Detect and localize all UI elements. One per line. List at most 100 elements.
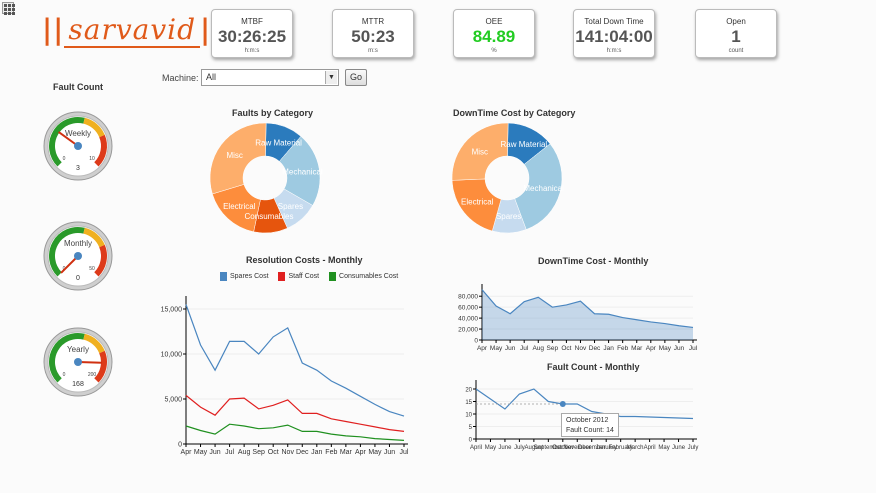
brand-logo: ||sarvavid||: [42, 13, 222, 48]
x-tick-label: Mar: [340, 449, 353, 456]
kpi-unit: m:s: [368, 48, 378, 54]
legend-item-consumables[interactable]: Consumables Cost: [329, 272, 398, 281]
kpi-unit: h:m:s: [244, 48, 260, 54]
gauge-yearly: Yearly 0 200 168: [43, 327, 113, 397]
pie-slice: [279, 135, 321, 206]
series-line: [475, 388, 694, 420]
x-tick-label: July: [514, 445, 525, 451]
kpi-card-total-down-time: Total Down Time 141:04:00 h:m:s: [573, 9, 655, 58]
y-tick-label: 15,000: [161, 307, 183, 314]
y-tick-label: 80,000: [458, 294, 478, 301]
x-tick-label: Apr: [181, 449, 193, 456]
x-tick-label: Aug: [238, 449, 251, 456]
x-tick-label: Sep: [252, 449, 265, 456]
y-tick-label: 40,000: [458, 316, 478, 323]
kpi-card-open: Open 1 count: [695, 9, 777, 58]
x-tick-label: Sep: [547, 345, 559, 352]
faults-by-category-chart: Raw Material Mechanical SparesConsumablesE…: [210, 122, 323, 234]
x-tick-label: May: [658, 445, 669, 451]
x-tick-label: May: [659, 345, 672, 352]
x-tick-label: September: [534, 445, 563, 451]
pie-label: Spares: [278, 202, 303, 211]
resolution-costs-title: Resolution Costs - Monthly: [246, 255, 363, 265]
gauge-band: [83, 333, 105, 354]
x-tick-label: May: [368, 449, 382, 456]
series-line: [185, 304, 405, 417]
gauge-needle: [60, 255, 79, 274]
pie-label: Raw Material: [501, 140, 548, 149]
gauge-band: [94, 134, 107, 167]
y-tick-label: 20,000: [458, 327, 478, 334]
kpi-unit: %: [491, 48, 497, 54]
machine-label: Machine:: [162, 73, 199, 83]
downtime-cost-monthly-title: DownTime Cost - Monthly: [538, 256, 649, 266]
x-tick-label: April: [470, 445, 482, 451]
gauge-weekly: Weekly 0 10 3: [43, 111, 113, 181]
gauge-min-label: 0: [63, 156, 66, 162]
y-tick-label: 60,000: [458, 305, 478, 312]
gauge-band: [49, 333, 85, 383]
legend-item-staff[interactable]: Staff Cost: [278, 272, 319, 281]
x-tick-label: Jun: [505, 345, 516, 352]
gauge-value: 168: [72, 381, 84, 388]
gauge-band: [83, 227, 105, 248]
fault-count-gauges: Weekly0103Monthly0500Yearly0200168: [43, 111, 113, 397]
brand-logo-text: sarvavid: [64, 13, 201, 48]
pie-label: Spares: [496, 212, 521, 221]
gauge-label: Monthly: [64, 239, 92, 248]
y-tick-label: 5,000: [164, 397, 182, 404]
kpi-label: MTTR: [361, 17, 385, 26]
y-tick-label: 15: [465, 400, 472, 406]
x-tick-label: January: [596, 445, 617, 451]
kpi-unit: count: [728, 48, 744, 54]
x-tick-label: Dec: [296, 449, 309, 456]
kpi-value: 1: [731, 27, 741, 46]
go-button[interactable]: Go: [345, 69, 367, 86]
chart-tooltip: October 2012 Fault Count: 14: [561, 413, 619, 437]
x-tick-label: Nov: [575, 345, 587, 352]
tooltip-point: [559, 401, 566, 407]
kpi-label: MTBF: [241, 17, 263, 26]
x-tick-label: Jul: [689, 345, 698, 352]
x-tick-label: November: [563, 445, 591, 451]
chevron-down-icon[interactable]: ▼: [325, 71, 337, 84]
gauge-hub: [74, 142, 82, 150]
pie-slice: [210, 122, 267, 195]
gauge-band: [49, 227, 85, 277]
machine-select-value: All: [206, 72, 217, 82]
legend-item-spares[interactable]: Spares Cost: [220, 272, 269, 281]
y-tick-label: 20: [465, 388, 472, 394]
x-tick-label: October: [552, 445, 573, 451]
x-tick-label: Feb: [325, 449, 337, 456]
x-tick-label: May: [194, 449, 208, 456]
pie-label: Raw Material: [255, 139, 302, 148]
area-fill: [482, 289, 693, 340]
machine-select[interactable]: All ▼: [201, 69, 339, 86]
pie-slice: [452, 122, 509, 181]
x-tick-label: Apr: [646, 345, 657, 352]
gauge-value: 3: [76, 165, 80, 172]
gauge-max-label: 10: [89, 156, 95, 162]
app-grid-icon[interactable]: [2, 2, 15, 15]
fault-count-monthly-title: Fault Count - Monthly: [547, 362, 640, 372]
series-line: [481, 289, 694, 329]
x-tick-label: Mar: [631, 345, 643, 352]
pie-label: Mechanical: [523, 184, 564, 193]
y-tick-label: 10,000: [161, 352, 183, 359]
x-tick-label: June: [498, 445, 512, 451]
faults-by-category-title: Faults by Category: [232, 108, 314, 118]
x-tick-label: Jun: [209, 449, 220, 456]
kpi-value: 141:04:00: [575, 27, 653, 46]
x-tick-label: May: [490, 345, 503, 352]
y-tick-label: 5: [469, 425, 473, 431]
x-tick-label: Jul: [225, 449, 234, 456]
x-tick-label: June: [672, 445, 686, 451]
x-tick-label: March: [627, 445, 644, 451]
gauge-band: [83, 117, 105, 138]
kpi-label: Open: [726, 17, 746, 26]
x-tick-label: Oct: [561, 345, 571, 352]
